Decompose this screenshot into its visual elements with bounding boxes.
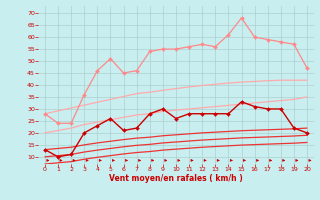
X-axis label: Vent moyen/en rafales ( km/h ): Vent moyen/en rafales ( km/h ) bbox=[109, 174, 243, 183]
